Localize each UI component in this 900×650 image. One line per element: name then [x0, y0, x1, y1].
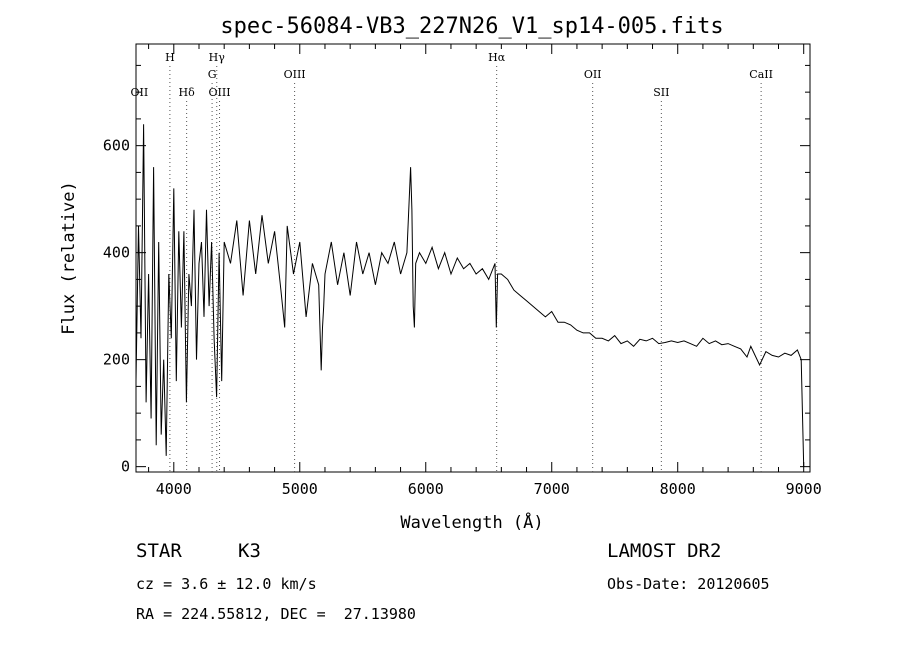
axis-ticks: 4000 5000 6000 7000 8000 9000 0 200 400 600: [103, 44, 822, 498]
y-axis-label: Flux (relative): [59, 181, 79, 335]
plot-frame: [135, 43, 811, 473]
spectral-line-label: OIII: [208, 86, 230, 99]
spectral-line-label: CaII: [749, 68, 773, 81]
object-subclass: K3: [238, 540, 261, 562]
spectral-line-label: G: [208, 68, 217, 81]
y-tick-label: 600: [103, 137, 130, 155]
x-tick-label: 6000: [408, 480, 444, 498]
survey-name: LAMOST DR2: [607, 540, 722, 562]
observation-date: Obs-Date: 20120605: [607, 575, 770, 593]
spectrum-line: [135, 124, 805, 467]
x-tick-label: 9000: [786, 480, 822, 498]
spectral-line-label: Hγ: [209, 51, 226, 64]
x-tick-label: 8000: [660, 480, 696, 498]
chart-title: spec-56084-VB3_227N26_V1_sp14-005.fits: [220, 14, 723, 39]
x-tick-label: 7000: [534, 480, 570, 498]
object-class: STAR: [136, 540, 182, 562]
spectral-line-label: OII: [584, 68, 602, 81]
spectral-line-label: SII: [653, 86, 669, 99]
x-axis-label: Wavelength (Å): [400, 511, 543, 533]
spectral-line-label: Hδ: [179, 86, 196, 99]
y-tick-label: 200: [103, 351, 130, 369]
spectrum-series: [135, 124, 805, 467]
redshift-cz: cz = 3.6 ± 12.0 km/s: [136, 575, 317, 593]
spectral-line-label: OIII: [284, 68, 306, 81]
ra-dec: RA = 224.55812, DEC = 27.13980: [136, 605, 416, 623]
y-tick-label: 0: [121, 458, 130, 476]
spectral-line-label: H: [165, 51, 175, 64]
y-tick-label: 400: [103, 244, 130, 262]
x-tick-label: 4000: [156, 480, 192, 498]
x-tick-label: 5000: [282, 480, 318, 498]
spectral-line-label: Hα: [488, 51, 506, 64]
